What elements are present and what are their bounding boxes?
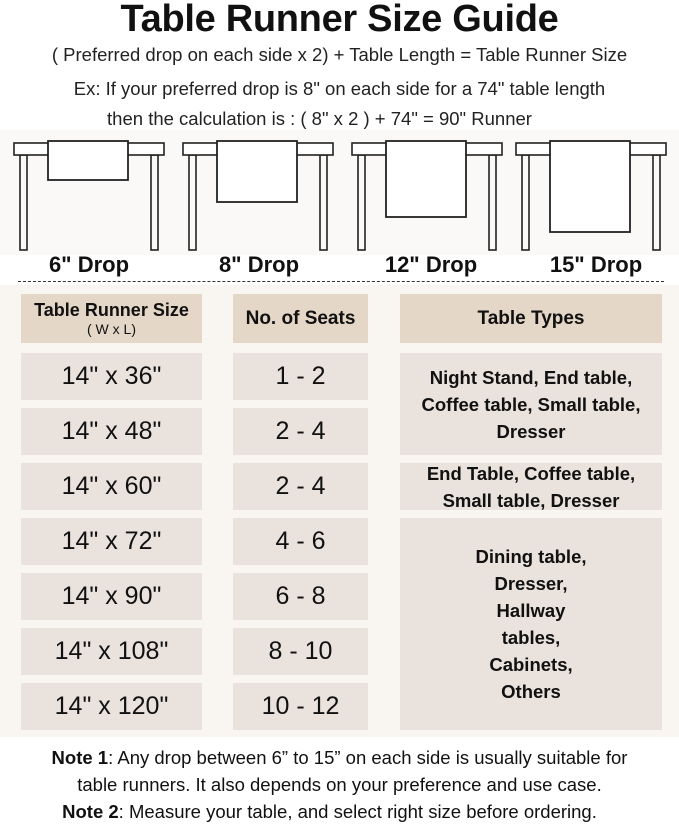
seats-cell: 2 - 4: [233, 463, 368, 510]
table-drawings: [13, 140, 667, 251]
seats-cell: 8 - 10: [233, 628, 368, 675]
example-line-2: then the calculation is : ( 8" x 2 ) + 7…: [107, 108, 532, 129]
table-leg: [19, 154, 28, 251]
table-runner: [549, 140, 631, 233]
table-types-small: Night Stand, End table, Coffee table, Sm…: [400, 353, 662, 455]
table-leg: [150, 154, 159, 251]
seats-cell: 4 - 6: [233, 518, 368, 565]
header-size-sub: ( W x L): [87, 321, 136, 337]
table-leg: [652, 154, 661, 251]
size-cell: 14" x 108": [21, 628, 202, 675]
formula-text: ( Preferred drop on each side x 2) + Tab…: [51, 44, 628, 65]
size-cell: 14" x 36": [21, 353, 202, 400]
size-cell: 14" x 90": [21, 573, 202, 620]
header-size: Table Runner Size ( W x L): [21, 294, 202, 343]
header-types: Table Types: [400, 294, 662, 343]
size-cell: 14" x 48": [21, 408, 202, 455]
seats-cell: 2 - 4: [233, 408, 368, 455]
table-runner: [216, 140, 298, 203]
drop-illustrations: [0, 130, 679, 255]
seats-cell: 1 - 2: [233, 353, 368, 400]
table-leg: [188, 154, 197, 251]
table-types-large: Dining table, Dresser, Hallway tables, C…: [400, 518, 662, 730]
note-2-text: : Measure your table, and select right s…: [118, 801, 597, 822]
note-1-label: Note 1: [51, 747, 109, 768]
drop-label-15: 15" Drop: [549, 252, 643, 277]
drop-label-8: 8" Drop: [218, 252, 300, 277]
drop-label-12: 12" Drop: [384, 252, 478, 277]
drop-label-6: 6" Drop: [48, 252, 130, 277]
table-leg: [357, 154, 366, 251]
page-title: Table Runner Size Guide: [120, 0, 559, 40]
table-runner: [47, 140, 129, 181]
size-cell: 14" x 120": [21, 683, 202, 730]
table-leg: [488, 154, 497, 251]
seats-cell: 6 - 8: [233, 573, 368, 620]
header-size-label: Table Runner Size: [34, 300, 189, 320]
note-1-text: : Any drop between 6” to 15” on each sid…: [108, 747, 628, 768]
table-leg: [319, 154, 328, 251]
table-leg: [521, 154, 530, 251]
dashed-divider: [18, 281, 664, 282]
table-runner: [385, 140, 467, 218]
table-types-medium: End Table, Coffee table, Small table, Dr…: [400, 463, 662, 511]
note-2: Note 2: Measure your table, and select r…: [0, 798, 669, 825]
note-2-label: Note 2: [62, 801, 119, 822]
header-seats: No. of Seats: [233, 294, 368, 343]
note-1: Note 1: Any drop between 6” to 15” on ea…: [0, 744, 679, 771]
size-cell: 14" x 60": [21, 463, 202, 510]
note-1-cont: table runners. It also depends on your p…: [77, 774, 602, 795]
size-cell: 14" x 72": [21, 518, 202, 565]
example-line-1: Ex: If your preferred drop is 8" on each…: [73, 78, 606, 99]
seats-cell: 10 - 12: [233, 683, 368, 730]
